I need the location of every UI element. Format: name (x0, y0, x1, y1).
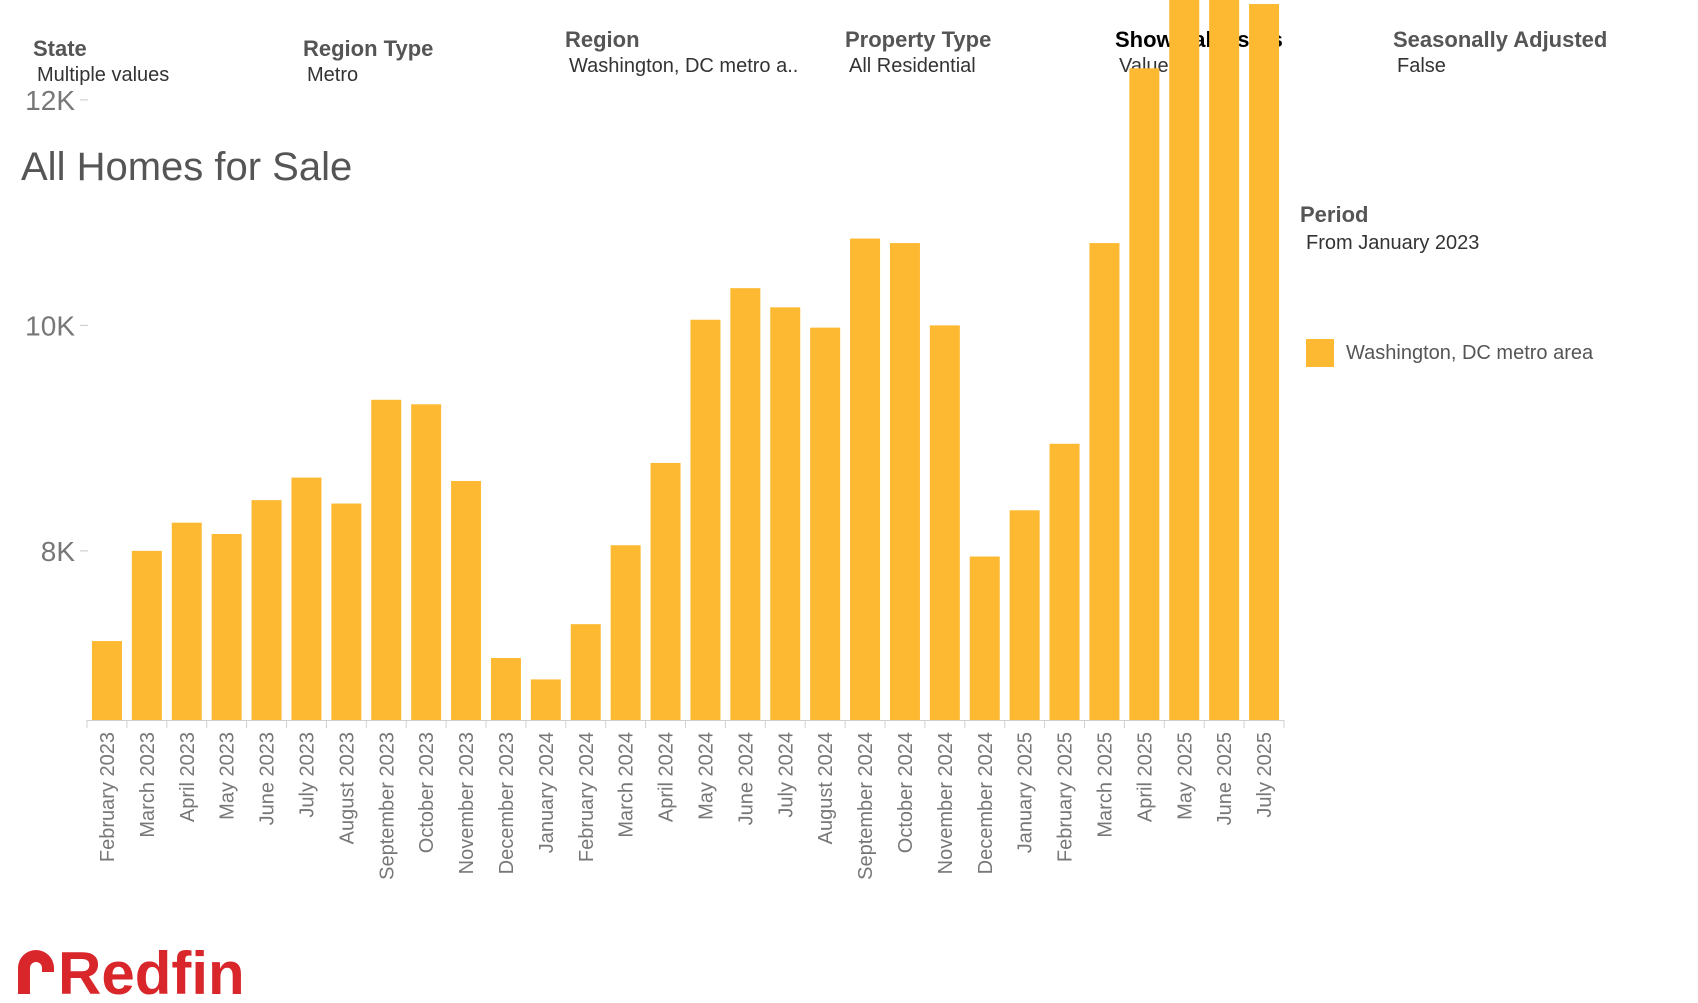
filter-property-type-label: Property Type (845, 27, 992, 52)
x-tick-label: January 2024 (536, 732, 558, 853)
x-tick-label: April 2024 (656, 732, 678, 822)
bar[interactable] (690, 319, 721, 720)
filter-state[interactable]: State Multiple values (33, 36, 169, 87)
x-tick-label: September 2024 (855, 732, 877, 880)
x-tick-label: July 2025 (1254, 732, 1276, 818)
period-filter[interactable]: Period From January 2023 (1300, 202, 1479, 255)
x-tick-label: July 2024 (775, 732, 797, 818)
redfin-logo-icon: Redfin (18, 940, 245, 1003)
bar[interactable] (171, 522, 202, 720)
period-value[interactable]: From January 2023 (1306, 232, 1480, 254)
bar[interactable] (331, 503, 362, 720)
redfin-logo-text: Redfin (58, 940, 245, 998)
filter-seasonally-adjusted-label: Seasonally Adjusted (1393, 27, 1608, 52)
x-tick-label: May 2024 (695, 732, 717, 820)
filter-property-type[interactable]: Property Type All Residential (845, 27, 991, 78)
bar[interactable] (1209, 0, 1240, 721)
x-tick-label: December 2024 (975, 732, 997, 874)
x-tick-label: August 2024 (815, 732, 837, 844)
legend-label: Washington, DC metro area (1346, 341, 1594, 364)
x-tick-label: January 2025 (1015, 732, 1037, 853)
filter-property-type-value[interactable]: All Residential (849, 55, 976, 77)
legend[interactable]: Washington, DC metro area (1306, 339, 1593, 367)
x-tick-label: June 2024 (735, 732, 757, 825)
bar[interactable] (1089, 243, 1120, 720)
bar[interactable] (730, 288, 761, 720)
x-tick-label: March 2025 (1094, 732, 1116, 838)
x-tick-label: March 2023 (137, 732, 159, 838)
bar[interactable] (929, 325, 960, 720)
x-tick-label: August 2023 (336, 732, 358, 844)
x-tick-label: May 2025 (1174, 732, 1196, 820)
bar[interactable] (371, 399, 402, 720)
bar[interactable] (1129, 68, 1160, 721)
filter-seasonally-adjusted[interactable]: Seasonally Adjusted False (1393, 27, 1607, 78)
bar[interactable] (1009, 510, 1040, 720)
chart-title: All Homes for Sale (21, 145, 353, 189)
x-tick-label: June 2025 (1214, 732, 1236, 825)
x-tick-label: October 2024 (895, 732, 917, 853)
x-tick-label: March 2024 (616, 732, 638, 838)
bar[interactable] (490, 657, 521, 720)
period-label: Period (1300, 202, 1369, 227)
x-tick-label: May 2023 (217, 732, 239, 820)
filter-state-label: State (33, 36, 87, 61)
bar[interactable] (411, 404, 442, 720)
bar[interactable] (91, 641, 122, 720)
redfin-logo[interactable]: Redfin (14, 938, 314, 1003)
bar[interactable] (850, 238, 881, 720)
bar[interactable] (770, 307, 801, 720)
bar[interactable] (530, 679, 561, 720)
bar[interactable] (610, 545, 641, 720)
filter-region-label: Region (565, 27, 640, 52)
x-tick-label: April 2023 (177, 732, 199, 822)
filter-region-value[interactable]: Washington, DC metro a.. (569, 55, 799, 77)
filter-region-type-label: Region Type (303, 36, 434, 61)
bar[interactable] (251, 500, 282, 720)
bar[interactable] (291, 477, 322, 720)
bar[interactable] (131, 550, 162, 720)
x-tick-label: November 2023 (456, 732, 478, 874)
y-tick-label: 10K (25, 310, 75, 341)
bar[interactable] (650, 462, 681, 720)
filter-state-value[interactable]: Multiple values (37, 64, 170, 86)
bar[interactable] (451, 480, 482, 720)
bar[interactable] (969, 556, 1000, 720)
x-tick-label: December 2023 (496, 732, 518, 874)
filter-region-type-value[interactable]: Metro (307, 64, 359, 86)
x-tick-label: April 2025 (1134, 732, 1156, 822)
x-tick-label: February 2024 (576, 732, 598, 862)
bar[interactable] (810, 327, 841, 720)
bar[interactable] (570, 624, 601, 720)
bar[interactable] (1249, 4, 1280, 721)
x-tick-label: July 2023 (296, 732, 318, 818)
y-tick-label: 8K (41, 536, 76, 567)
x-tick-label: October 2023 (416, 732, 438, 853)
bar[interactable] (1169, 0, 1200, 721)
legend-swatch (1306, 339, 1334, 367)
filter-region[interactable]: Region Washington, DC metro a.. (565, 27, 798, 78)
bar[interactable] (211, 533, 242, 720)
bar[interactable] (889, 243, 920, 720)
filter-region-type[interactable]: Region Type Metro (303, 36, 433, 87)
x-tick-label: June 2023 (257, 732, 279, 825)
x-tick-label: February 2025 (1055, 732, 1077, 862)
x-tick-label: November 2024 (935, 732, 957, 874)
x-tick-label: September 2023 (376, 732, 398, 880)
y-tick-label: 12K (25, 85, 75, 116)
x-tick-label: February 2023 (97, 732, 119, 862)
bar[interactable] (1049, 443, 1080, 720)
filter-seasonally-adjusted-value[interactable]: False (1397, 55, 1446, 77)
